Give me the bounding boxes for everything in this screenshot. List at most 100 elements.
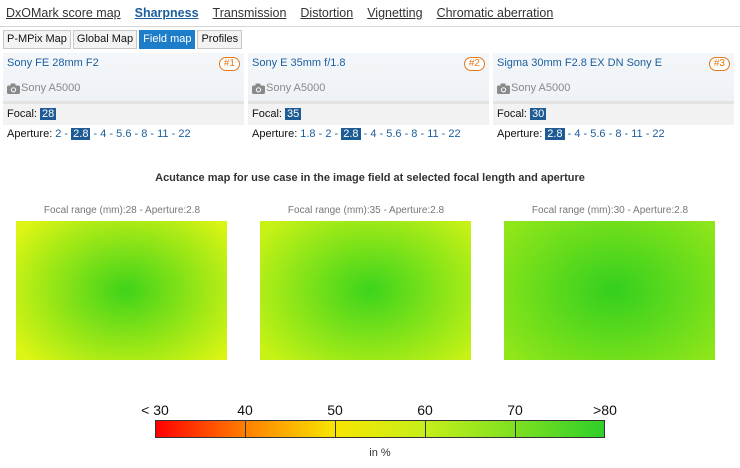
sub-tab[interactable]: P-MPix Map — [3, 30, 71, 49]
lens-number-badge: #1 — [218, 57, 240, 71]
camera-icon — [7, 83, 20, 94]
camera-name: Sony A5000 — [21, 82, 81, 94]
aperture-option[interactable]: 8 — [615, 128, 622, 140]
focal-value[interactable]: 30 — [529, 108, 547, 120]
camera-label: Sony A5000 — [7, 82, 80, 94]
acutance-field-map — [16, 221, 227, 360]
focal-label: Focal: — [497, 108, 527, 120]
focal-row-background — [248, 104, 489, 125]
focal-row: Focal: 35 — [252, 108, 302, 120]
lens-card-background — [493, 53, 734, 101]
card-separator — [493, 101, 734, 104]
scale-label: 40 — [237, 402, 253, 418]
aperture-row: Aperture: 2 - 2.8 - 4 - 5.6 - 8 - 11 - 22 — [7, 128, 191, 140]
scale-tick — [425, 420, 426, 438]
scale-label: 50 — [327, 402, 343, 418]
aperture-option[interactable]: 4 — [574, 128, 581, 140]
aperture-option[interactable]: 5.6 — [116, 128, 132, 140]
aperture-option[interactable]: 5.6 — [590, 128, 606, 140]
lens-name-link[interactable]: Sigma 30mm F2.8 EX DN Sony E — [497, 57, 663, 69]
top-tab[interactable]: Sharpness — [134, 6, 199, 20]
lens-card-background — [248, 53, 489, 101]
aperture-option[interactable]: 8 — [141, 128, 148, 140]
aperture-option[interactable]: 22 — [652, 128, 665, 140]
lens-name-link[interactable]: Sony FE 28mm F2 — [7, 57, 99, 69]
aperture-separator: - — [376, 128, 387, 140]
scale-unit: in % — [369, 447, 391, 459]
lens-card: Sigma 30mm F2.8 EX DN Sony E #3 Sony A5000 — [493, 53, 734, 101]
aperture-option[interactable]: 1.8 — [300, 128, 316, 140]
map-caption: Focal range (mm):28 - Aperture:2.8 — [43, 205, 201, 216]
focal-value[interactable]: 28 — [39, 108, 57, 120]
map-caption: Focal range (mm):35 - Aperture:2.8 — [287, 205, 445, 216]
acutance-map-title: Acutance map for use case in the image f… — [155, 172, 585, 184]
focal-label: Focal: — [252, 108, 282, 120]
aperture-option[interactable]: 2 — [325, 128, 332, 140]
focal-row-background — [493, 104, 734, 125]
scale-label: < 30 — [141, 402, 169, 418]
aperture-separator: - — [360, 128, 371, 140]
tab-divider — [0, 26, 740, 27]
aperture-separator: - — [90, 128, 101, 140]
acutance-field-map — [504, 221, 715, 360]
aperture-separator: - — [401, 128, 412, 140]
sub-tab[interactable]: Field map — [139, 30, 196, 49]
camera-icon — [252, 83, 265, 94]
aperture-separator: - — [438, 128, 449, 140]
aperture-option[interactable]: 2 — [55, 128, 62, 140]
focal-row: Focal: 30 — [497, 108, 547, 120]
lens-number-badge: #2 — [463, 57, 485, 71]
scale-tick — [515, 420, 516, 438]
camera-name: Sony A5000 — [511, 82, 571, 94]
sub-tab[interactable]: Profiles — [197, 30, 243, 49]
sub-tab[interactable]: Global Map — [72, 30, 138, 49]
aperture-option[interactable]: 11 — [631, 128, 643, 140]
camera-icon — [497, 83, 510, 94]
color-scale-bar — [155, 420, 605, 438]
aperture-separator: - — [147, 128, 158, 140]
aperture-option[interactable]: 2.8 — [545, 128, 565, 140]
top-tab[interactable]: DxOMark score map — [6, 6, 121, 20]
scale-label: 70 — [507, 402, 523, 418]
aperture-option[interactable]: 8 — [411, 128, 418, 140]
focal-value[interactable]: 35 — [284, 108, 302, 120]
aperture-separator: - — [417, 128, 428, 140]
aperture-option[interactable]: 22 — [448, 128, 461, 140]
camera-name: Sony A5000 — [266, 82, 326, 94]
card-separator — [248, 101, 489, 104]
top-tab[interactable]: Distortion — [300, 6, 354, 20]
aperture-separator: - — [331, 128, 342, 140]
aperture-option[interactable]: 4 — [370, 128, 377, 140]
aperture-option[interactable]: 11 — [427, 128, 439, 140]
top-tab[interactable]: Transmission — [212, 6, 287, 20]
scale-label: 60 — [417, 402, 433, 418]
aperture-option[interactable]: 22 — [178, 128, 191, 140]
aperture-separator: - — [106, 128, 117, 140]
aperture-separator: - — [621, 128, 632, 140]
aperture-option[interactable]: 2.8 — [341, 128, 361, 140]
lens-card: Sony FE 28mm F2 #1 Sony A5000 — [3, 53, 244, 101]
map-caption: Focal range (mm):30 - Aperture:2.8 — [531, 205, 689, 216]
focal-row-background — [3, 104, 244, 125]
aperture-option[interactable]: 5.6 — [386, 128, 402, 140]
aperture-separator: - — [605, 128, 616, 140]
aperture-option[interactable]: 4 — [100, 128, 107, 140]
lens-number-badge: #3 — [708, 57, 730, 71]
focal-row: Focal: 28 — [7, 108, 57, 120]
camera-label: Sony A5000 — [497, 82, 570, 94]
top-tab[interactable]: Chromatic aberration — [436, 6, 554, 20]
aperture-separator: - — [61, 128, 72, 140]
card-separator — [3, 101, 244, 104]
lens-name-link[interactable]: Sony E 35mm f/1.8 — [252, 57, 346, 69]
scale-tick — [335, 420, 336, 438]
focal-label: Focal: — [7, 108, 37, 120]
aperture-label: Aperture: — [252, 128, 298, 140]
aperture-separator: - — [131, 128, 142, 140]
aperture-option[interactable]: 2.8 — [71, 128, 91, 140]
aperture-option[interactable]: 11 — [157, 128, 169, 140]
aperture-row: Aperture: 1.8 - 2 - 2.8 - 4 - 5.6 - 8 - 1… — [252, 128, 461, 140]
acutance-field-map — [260, 221, 471, 360]
sub-tab-bar: P-MPix Map Global Map Field map Profiles — [3, 30, 243, 49]
top-tab[interactable]: Vignetting — [367, 6, 423, 20]
aperture-separator: - — [580, 128, 591, 140]
